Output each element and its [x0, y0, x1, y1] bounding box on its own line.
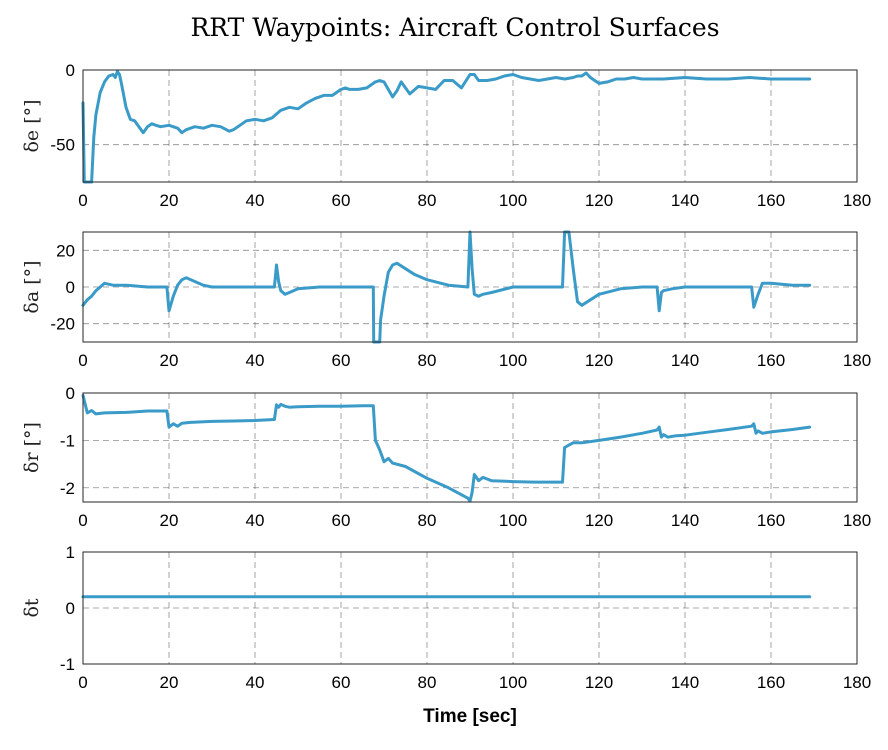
axes-frame: [82, 69, 858, 183]
x-tick-label: 0: [78, 191, 87, 210]
x-tick-label: 160: [757, 673, 785, 692]
x-tick-label: 60: [332, 511, 351, 530]
x-tick-label: 180: [843, 191, 871, 210]
y-tick-label: 20: [56, 241, 75, 260]
subplot-1: 0 20 40 60 80 100 120 140 160 180 0 -50 δe [°]: [21, 61, 871, 210]
x-tick-label: 80: [418, 191, 437, 210]
x-tick-label: 20: [160, 351, 179, 370]
x-tick-label: 120: [585, 673, 613, 692]
y-tick-label: 0: [66, 384, 75, 403]
series-line: [81, 230, 812, 344]
x-tick-label: 120: [585, 191, 613, 210]
y-axis-label: δt: [21, 598, 43, 617]
y-tick-label: -20: [50, 315, 75, 334]
x-tick-label: 80: [418, 673, 437, 692]
series-line: [81, 393, 812, 503]
x-tick-label: 160: [757, 351, 785, 370]
axes-frame: [82, 551, 858, 665]
x-tick-label: 60: [332, 191, 351, 210]
x-tick-label: 100: [499, 511, 527, 530]
x-tick-label: 140: [671, 191, 699, 210]
y-axis-label: δa [°]: [21, 260, 43, 313]
x-tick-label: 0: [78, 511, 87, 530]
x-tick-label: 120: [585, 511, 613, 530]
x-tick-label: 0: [78, 351, 87, 370]
y-tick-label: 0: [66, 61, 75, 80]
y-tick-label: -1: [60, 431, 75, 450]
x-tick-label: 60: [332, 351, 351, 370]
x-tick-label: 80: [418, 351, 437, 370]
x-tick-label: 40: [246, 511, 265, 530]
x-tick-label: 60: [332, 673, 351, 692]
y-axis-label: δr [°]: [21, 422, 43, 473]
x-tick-label: 180: [843, 351, 871, 370]
x-tick-label: 100: [499, 351, 527, 370]
y-tick-label: -50: [50, 136, 75, 155]
series-line: [81, 70, 812, 184]
y-tick-label: 0: [66, 599, 75, 618]
y-tick-label: 1: [66, 543, 75, 562]
x-tick-label: 40: [246, 673, 265, 692]
x-tick-label: 140: [671, 511, 699, 530]
x-tick-label: 80: [418, 511, 437, 530]
figure-title: RRT Waypoints: Aircraft Control Surfaces: [190, 13, 719, 42]
axes-frame: [82, 231, 858, 343]
x-tick-label: 40: [246, 191, 265, 210]
axes-frame: [82, 392, 858, 503]
x-tick-label: 160: [757, 191, 785, 210]
x-tick-label: 20: [160, 673, 179, 692]
x-axis-label: Time [sec]: [423, 706, 517, 727]
x-tick-label: 100: [499, 673, 527, 692]
x-tick-label: 40: [246, 351, 265, 370]
x-tick-label: 0: [78, 673, 87, 692]
x-tick-label: 20: [160, 511, 179, 530]
y-tick-label: -1: [60, 655, 75, 674]
y-tick-label: -2: [60, 479, 75, 498]
x-tick-label: 20: [160, 191, 179, 210]
x-tick-label: 160: [757, 511, 785, 530]
y-tick-label: 0: [66, 278, 75, 297]
x-tick-label: 140: [671, 673, 699, 692]
x-tick-label: 120: [585, 351, 613, 370]
subplot-3: 0 20 40 60 80 100 120 140 160 180 0 -1 -2 δr [°]: [21, 384, 871, 530]
x-tick-label: 180: [843, 673, 871, 692]
y-axis-label: δe [°]: [21, 99, 43, 152]
x-tick-label: 100: [499, 191, 527, 210]
x-tick-label: 140: [671, 351, 699, 370]
x-tick-label: 180: [843, 511, 871, 530]
